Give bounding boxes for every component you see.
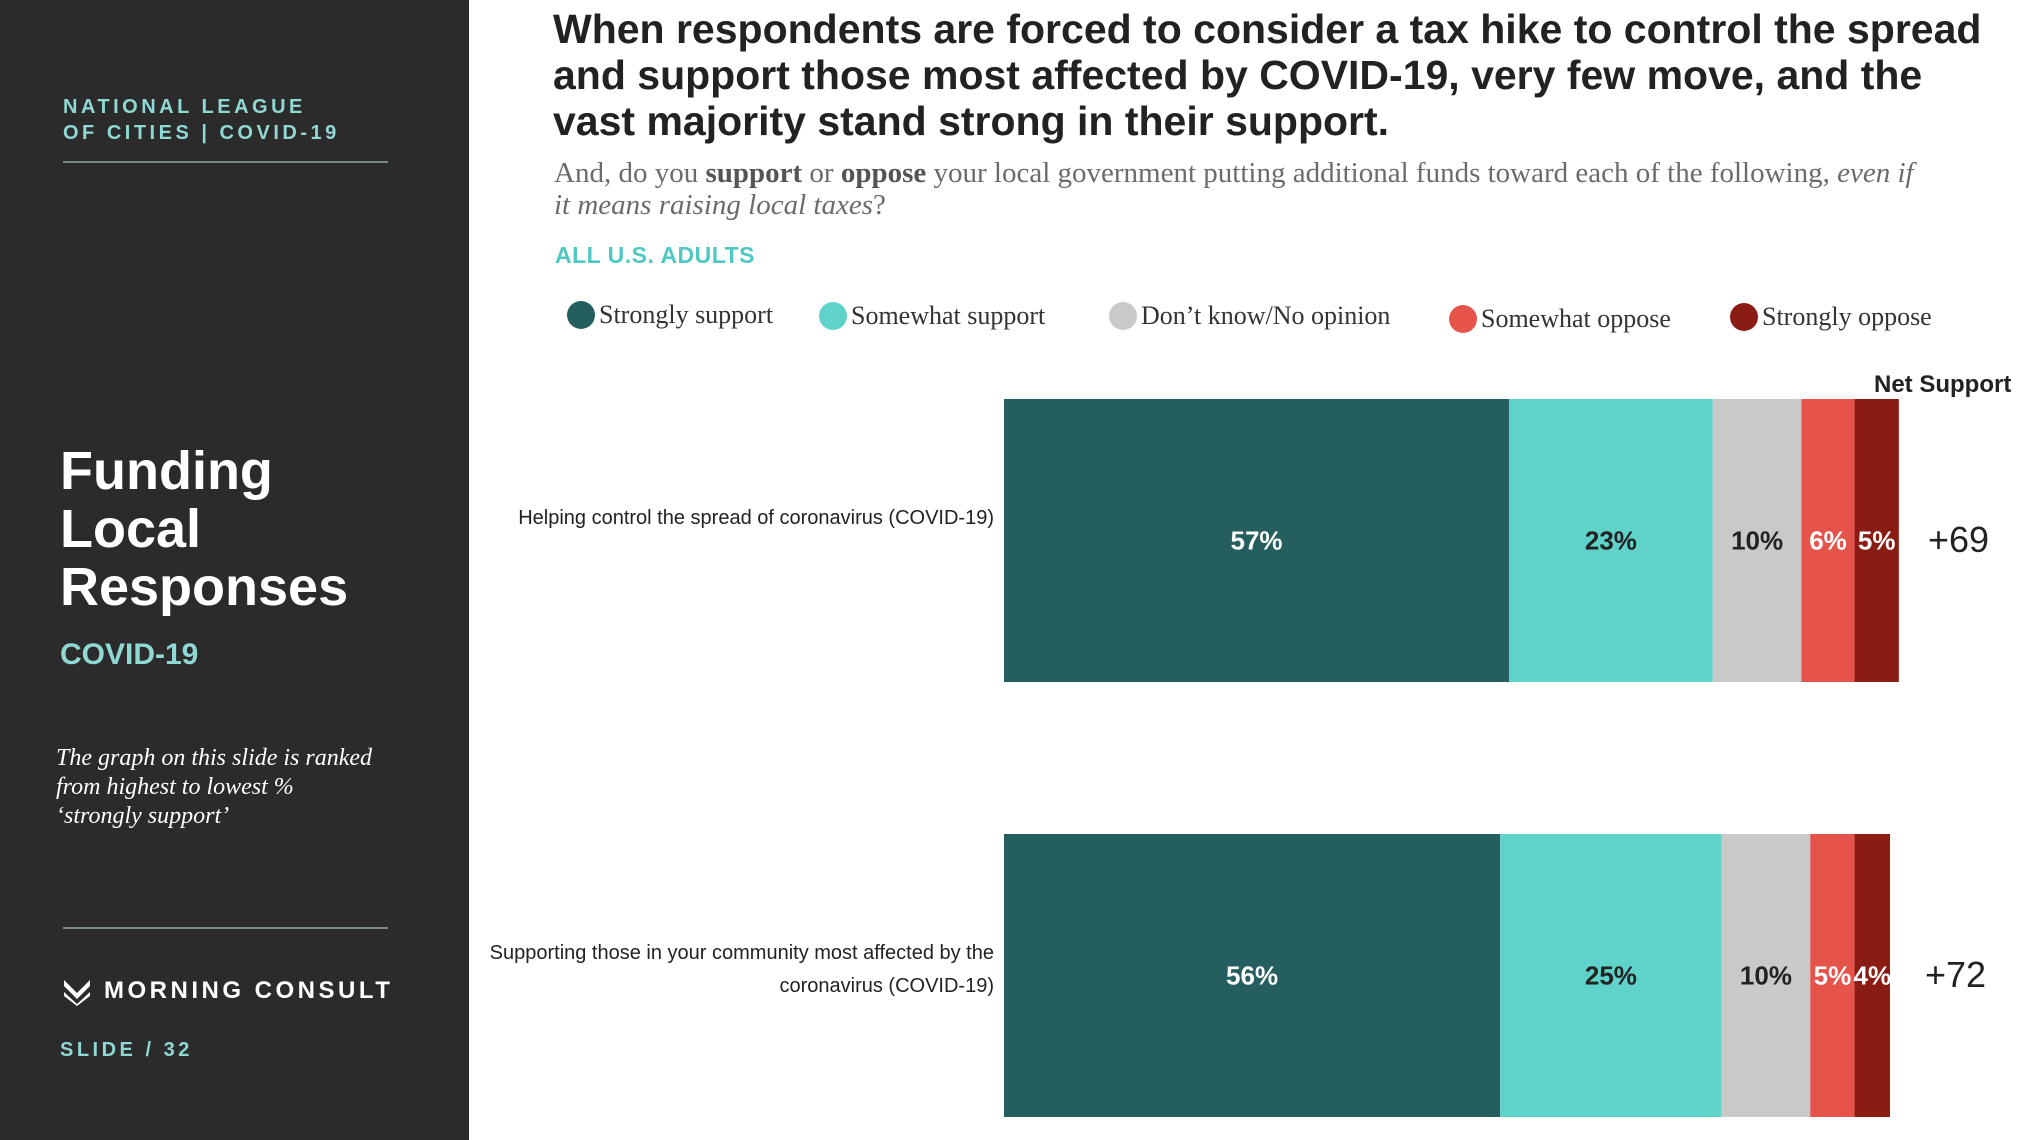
audience-label: ALL U.S. ADULTS [555,242,756,268]
legend-item-strongly-support: Strongly support [567,300,773,330]
ranking-note: The graph on this slide is ranked from h… [56,745,372,829]
data-label-strongly-support: 56% [1226,961,1278,991]
bar-segment-strongly-oppose [1854,834,1890,1117]
top-divider [63,161,388,163]
bar-segment-somewhat-support [1509,399,1713,682]
legend-swatch [1449,305,1477,333]
title-line-2: Local [60,499,202,559]
legend-swatch [1109,302,1137,330]
question-text-1: And, do you [554,157,706,189]
legend-item-somewhat-oppose: Somewhat oppose [1449,304,1671,334]
legend-label: Don’t know/No opinion [1141,301,1391,330]
organization-label: NATIONAL LEAGUE OF CITIES | COVID-19 [63,94,403,146]
category-label: Helping control the spread of coronaviru… [518,507,994,529]
legend-item-somewhat-support: Somewhat support [819,301,1045,331]
net-support-header: Net Support [1874,371,2012,398]
data-label-strongly-support: 57% [1230,526,1282,556]
bar-segment-strongly-support [1004,834,1501,1117]
data-label-somewhat-support: 23% [1585,526,1637,556]
bar-segment-strongly-oppose [1854,399,1899,682]
legend-swatch [567,301,595,329]
brand-name: MORNING CONSULT [104,977,394,1004]
legend-item-dont-know: Don’t know/No opinion [1109,301,1390,331]
bar-segment-somewhat-support [1500,834,1722,1117]
data-label-somewhat-support: 25% [1585,961,1637,991]
net-support-value: +72 [1925,953,1987,995]
legend-label: Strongly oppose [1762,302,1932,331]
data-label-strongly-oppose: 5% [1858,526,1896,556]
bar-segment-somewhat-oppose [1810,834,1855,1117]
data-label-dont-know: 10% [1731,526,1783,556]
section-title: Funding Local Responses [60,442,440,616]
legend-label: Strongly support [599,300,774,329]
bar-segment-strongly-support [1004,399,1510,682]
category-label: Supporting those in your community most … [489,942,994,997]
title-line-3: Responses [60,557,349,617]
question-text-3: your local government putting additional… [926,157,1838,189]
org-line-1: NATIONAL LEAGUE [63,96,306,118]
question-italic-clause: even if it means raising local taxes [554,157,1914,221]
question-text-2: or [802,157,841,189]
survey-question: And, do you support or oppose your local… [554,157,1934,221]
sidebar: NATIONAL LEAGUE OF CITIES | COVID-19 Fun… [0,0,469,1140]
bottom-divider [63,927,388,929]
title-line-1: Funding [60,441,273,501]
data-label-dont-know: 10% [1740,961,1792,991]
section-subtitle: COVID-19 [60,638,199,671]
bar-segment-somewhat-oppose [1801,399,1855,682]
brand-logo: MORNING CONSULT [62,976,393,1006]
question-text-4: ? [872,189,886,221]
data-label-somewhat-oppose: 6% [1809,526,1847,556]
slide-number: SLIDE / 32 [60,1039,193,1061]
question-support-word: support [705,157,803,189]
bar-segment-dont-know [1712,399,1802,682]
legend-item-strongly-oppose: Strongly oppose [1730,302,1932,332]
bar-segment-dont-know [1721,834,1811,1117]
legend-swatch [819,302,847,330]
slide-headline: When respondents are forced to consider … [553,6,1982,144]
org-line-2: OF CITIES | COVID-19 [63,122,340,144]
data-label-strongly-oppose: 4% [1853,961,1891,991]
morning-consult-logo-icon [64,980,90,1006]
legend-swatch [1730,303,1758,331]
data-label-somewhat-oppose: 5% [1814,961,1852,991]
legend-label: Somewhat support [851,301,1046,330]
legend-label: Somewhat oppose [1481,304,1671,333]
question-oppose-word: oppose [840,157,927,189]
net-support-value: +69 [1928,518,1990,560]
